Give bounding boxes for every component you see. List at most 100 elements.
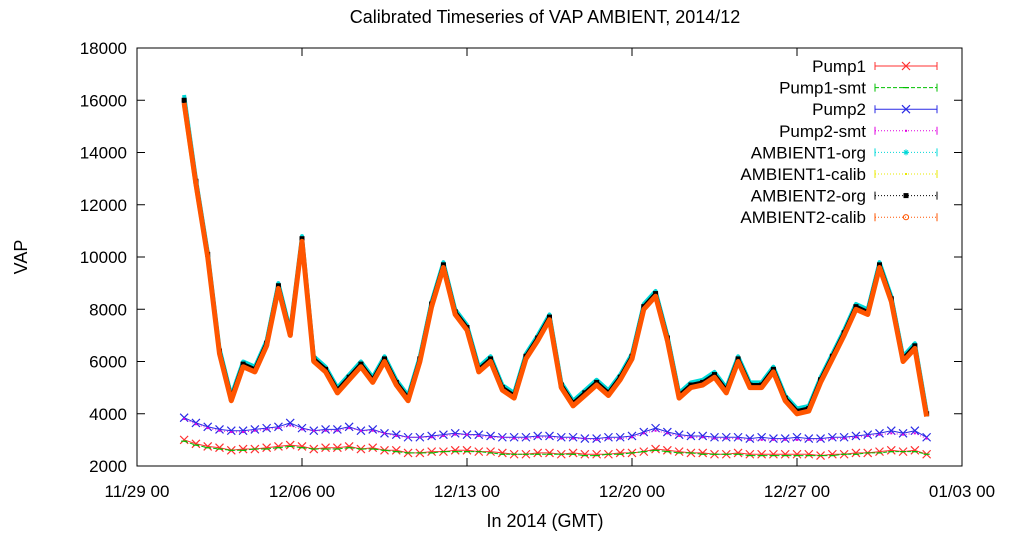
data-point xyxy=(240,361,246,367)
data-point xyxy=(297,441,307,451)
data-point xyxy=(226,426,236,436)
data-point xyxy=(391,430,401,440)
data-point xyxy=(631,436,633,439)
y-tick-label: 12000 xyxy=(80,196,127,215)
data-point xyxy=(875,428,884,438)
data-point xyxy=(203,422,213,432)
data-point xyxy=(912,343,918,349)
data-point xyxy=(902,433,905,436)
data-point xyxy=(301,428,303,431)
data-point xyxy=(851,431,861,441)
legend-item: AMBIENT1-calib xyxy=(740,165,938,184)
x-tick-label: 12/20 00 xyxy=(599,482,665,501)
data-point xyxy=(819,438,822,441)
data-point xyxy=(344,441,354,451)
legend-label: Pump2 xyxy=(812,100,866,119)
data-point xyxy=(689,436,692,439)
series-ambient2-calib xyxy=(181,102,930,417)
data-point xyxy=(651,444,660,454)
data-point xyxy=(686,431,696,441)
data-point xyxy=(179,435,189,445)
data-point xyxy=(439,430,448,440)
data-point xyxy=(886,445,896,455)
data-point xyxy=(792,432,802,442)
data-point xyxy=(639,427,649,437)
data-point xyxy=(324,429,327,432)
data-point xyxy=(619,437,622,440)
data-point xyxy=(701,436,704,439)
legend-label: AMBIENT2-org xyxy=(751,187,866,206)
data-point xyxy=(191,439,201,449)
data-point xyxy=(816,434,825,443)
y-tick-label: 18000 xyxy=(80,39,127,58)
data-point xyxy=(843,437,846,440)
data-point xyxy=(218,429,221,432)
legend-label: AMBIENT2-calib xyxy=(740,208,866,227)
data-point xyxy=(688,382,694,388)
data-point xyxy=(382,356,387,362)
data-point xyxy=(654,429,657,432)
data-point xyxy=(784,438,787,441)
data-point xyxy=(486,447,495,457)
data-point xyxy=(925,437,928,440)
data-point xyxy=(230,431,233,434)
data-point xyxy=(678,434,681,437)
y-tick-label: 16000 xyxy=(80,91,127,110)
data-point xyxy=(877,262,882,268)
legend-label: AMBIENT1-calib xyxy=(740,165,866,184)
data-point xyxy=(674,430,684,440)
data-point xyxy=(477,434,480,437)
data-point xyxy=(583,437,586,440)
data-point xyxy=(854,436,857,439)
data-point xyxy=(368,425,378,434)
series-line xyxy=(183,439,927,457)
data-point xyxy=(466,433,468,436)
data-point xyxy=(913,432,916,435)
data-point xyxy=(215,425,224,434)
legend-item: Pump2 xyxy=(812,100,938,119)
data-point xyxy=(910,445,920,455)
data-point xyxy=(427,447,437,457)
data-point xyxy=(430,436,433,439)
legend: Pump1 Pump1-smt Pump2 Pump2-smt AMBIENT1-org… xyxy=(740,57,938,227)
data-point xyxy=(662,445,672,455)
data-point xyxy=(427,431,437,441)
legend-marker xyxy=(903,193,909,199)
series-pump1-smt xyxy=(181,440,930,457)
data-point xyxy=(560,437,563,440)
legend-item: AMBIENT2-calib xyxy=(740,208,938,227)
data-point xyxy=(194,423,197,426)
data-point xyxy=(450,445,460,455)
data-point xyxy=(592,449,602,459)
data-point xyxy=(878,433,881,436)
x-tick-label: 12/06 00 xyxy=(269,482,335,501)
data-point xyxy=(285,418,295,428)
data-point xyxy=(804,434,814,443)
data-point xyxy=(250,425,260,434)
data-point xyxy=(568,448,578,458)
data-point xyxy=(827,432,837,442)
data-point xyxy=(780,434,790,443)
series-line xyxy=(183,440,927,457)
legend-marker xyxy=(901,61,911,71)
data-point xyxy=(698,448,708,458)
data-point xyxy=(536,436,539,439)
data-point xyxy=(615,448,625,458)
data-point xyxy=(831,437,834,440)
legend-marker xyxy=(905,129,907,132)
data-point xyxy=(737,437,740,440)
data-point xyxy=(698,431,708,441)
data-point xyxy=(666,432,669,435)
x-tick-label: 12/27 00 xyxy=(764,482,830,501)
data-point xyxy=(607,437,610,440)
data-point xyxy=(769,449,778,459)
y-tick-label: 10000 xyxy=(80,248,127,267)
legend-label: Pump1 xyxy=(812,57,866,76)
data-point xyxy=(183,417,186,420)
data-point xyxy=(336,429,339,432)
data-point xyxy=(712,372,717,378)
data-point xyxy=(642,432,645,435)
data-point xyxy=(368,443,378,453)
legend-marker xyxy=(905,173,907,175)
legend-item: Pump2-smt xyxy=(779,122,938,141)
